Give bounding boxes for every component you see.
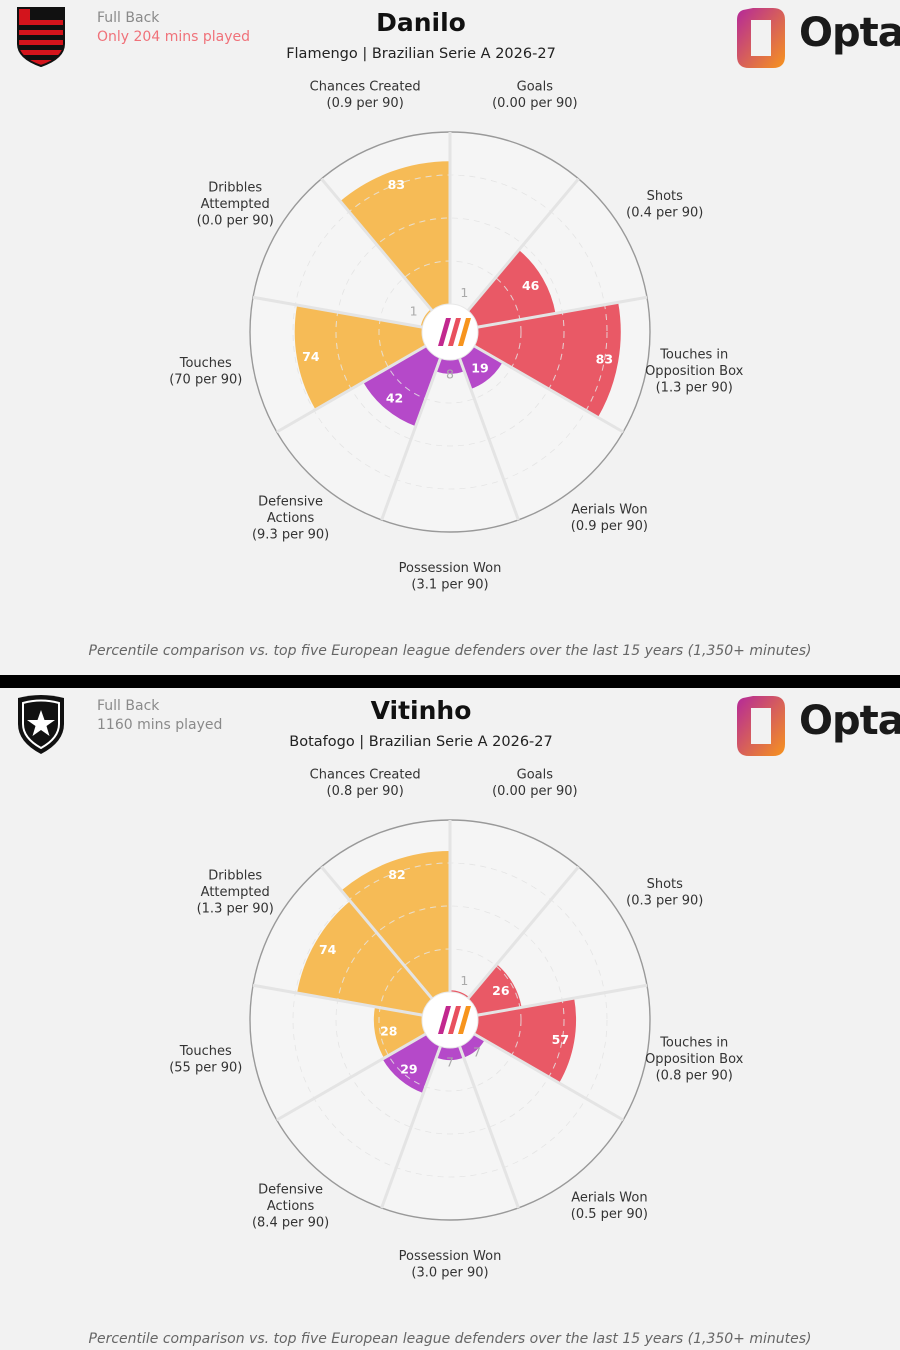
category-label: Chances Created (0.8 per 90) (310, 768, 421, 799)
opta-mark-icon (737, 696, 785, 756)
grid-spoke (252, 295, 423, 329)
grid-spoke (276, 1032, 427, 1122)
value-label: 1 (460, 973, 468, 988)
grid-spoke (380, 357, 442, 521)
grid-spoke (473, 1032, 624, 1122)
category-label: Touches in Opposition Box (1.3 per 90) (645, 348, 744, 396)
radar-bar (467, 964, 522, 1016)
value-label: 7 (446, 1055, 454, 1070)
grid-spoke (276, 344, 427, 434)
grid-spoke (380, 1045, 442, 1209)
grid-spoke (473, 344, 624, 434)
player-subtitle: Botafogo | Brazilian Serie A 2026-27 (289, 734, 553, 750)
footnote: Percentile comparison vs. top five Europ… (88, 1331, 812, 1347)
value-label: 57 (552, 1032, 569, 1047)
radar-bar (341, 850, 450, 999)
category-label: Defensive Actions (8.4 per 90) (252, 1182, 329, 1230)
category-label: Chances Created (0.9 per 90) (310, 80, 421, 111)
radar-bar (467, 249, 556, 328)
player-subtitle: Flamengo | Brazilian Serie A 2026-27 (286, 46, 556, 62)
value-label: 19 (471, 360, 488, 375)
value-label: 8 (446, 367, 454, 382)
grid-spoke (458, 357, 520, 521)
value-label: 28 (380, 1023, 397, 1038)
category-label: Dribbles Attempted (0.0 per 90) (197, 181, 274, 229)
value-label: 7 (473, 1045, 481, 1060)
category-label: Possession Won (3.0 per 90) (399, 1249, 502, 1281)
category-label: Shots (0.3 per 90) (626, 877, 703, 909)
centre-logo-icon (438, 318, 471, 346)
radar-bar (474, 302, 621, 418)
value-label: 1 (460, 285, 468, 300)
opta-logo: Opta (733, 694, 900, 758)
grid-spoke (466, 865, 580, 1000)
value-label: 42 (386, 391, 403, 406)
value-label: 83 (596, 352, 613, 367)
value-label: 74 (319, 942, 337, 957)
grid-spoke (477, 983, 648, 1017)
value-label: 29 (400, 1061, 417, 1076)
flamengo-crest-icon (17, 7, 65, 68)
radar-bar (294, 305, 426, 410)
opta-logo: Opta (733, 6, 900, 70)
center-badge (421, 303, 479, 361)
radar-bar (459, 1034, 485, 1058)
radar-bar (382, 1034, 441, 1094)
category-label: Touches (70 per 90) (169, 356, 242, 388)
minutes-played: Only 204 mins played (97, 29, 250, 45)
center-badge (421, 991, 479, 1049)
grid-spoke (252, 983, 423, 1017)
category-label: Touches in Opposition Box (0.8 per 90) (645, 1036, 744, 1084)
category-label: Aerials Won (0.5 per 90) (571, 1191, 648, 1223)
value-label: 83 (388, 177, 405, 192)
category-label: Defensive Actions (9.3 per 90) (252, 494, 329, 542)
grid-ring (335, 217, 565, 447)
opta-mark-icon (737, 8, 785, 68)
player-position: Full Back (97, 698, 160, 714)
opta-wordmark: Opta (799, 10, 900, 56)
value-label: 82 (388, 867, 405, 882)
centre-logo-icon (438, 1006, 471, 1034)
player-position: Full Back (97, 10, 160, 26)
player-card-danilo: Full Back Only 204 mins played Danilo Fl… (17, 6, 900, 659)
grid-spoke (458, 1045, 520, 1209)
category-label: Goals (0.00 per 90) (492, 80, 578, 111)
grid-ring (335, 905, 565, 1135)
value-label: 74 (302, 349, 320, 364)
player-name: Danilo (376, 8, 466, 37)
category-label: Dribbles Attempted (1.3 per 90) (197, 869, 274, 917)
grid-spoke (477, 295, 648, 329)
panel-divider (0, 675, 900, 688)
radar-bar (436, 1046, 464, 1061)
category-label: Possession Won (3.1 per 90) (399, 561, 502, 593)
player-card-vitinho: Full Back 1160 mins played Vitinho Botaf… (0, 688, 900, 1350)
grid-spoke (320, 865, 434, 1000)
value-label: 1 (410, 304, 418, 319)
radar-chart: 1 26 57 7 7 29 28 74 82 Goals (0.00 per 90) Shots (0… (169, 768, 744, 1281)
category-label: Aerials Won (0.9 per 90) (571, 503, 648, 534)
radar-bar (363, 346, 441, 427)
grid-spoke (466, 177, 580, 312)
category-label: Shots (0.4 per 90) (626, 189, 703, 221)
botafogo-crest-icon (18, 695, 64, 754)
radar-bar (435, 358, 465, 374)
value-label: 46 (522, 278, 540, 293)
grid-spoke (320, 177, 434, 312)
radar-chart: 1 46 83 19 8 42 74 1 83 Goals (0.00 per 90) Shots (0… (169, 80, 744, 593)
player-name: Vitinho (370, 696, 472, 725)
radar-bar (373, 1006, 426, 1059)
opta-wordmark: Opta (799, 698, 900, 744)
minutes-played: 1160 mins played (97, 717, 223, 733)
value-label: 26 (492, 983, 510, 998)
category-label: Goals (0.00 per 90) (492, 768, 578, 799)
footnote: Percentile comparison vs. top five Europ… (88, 643, 812, 659)
category-label: Touches (55 per 90) (169, 1044, 242, 1076)
radar-bar (297, 901, 433, 1016)
radar-bar (474, 998, 577, 1084)
